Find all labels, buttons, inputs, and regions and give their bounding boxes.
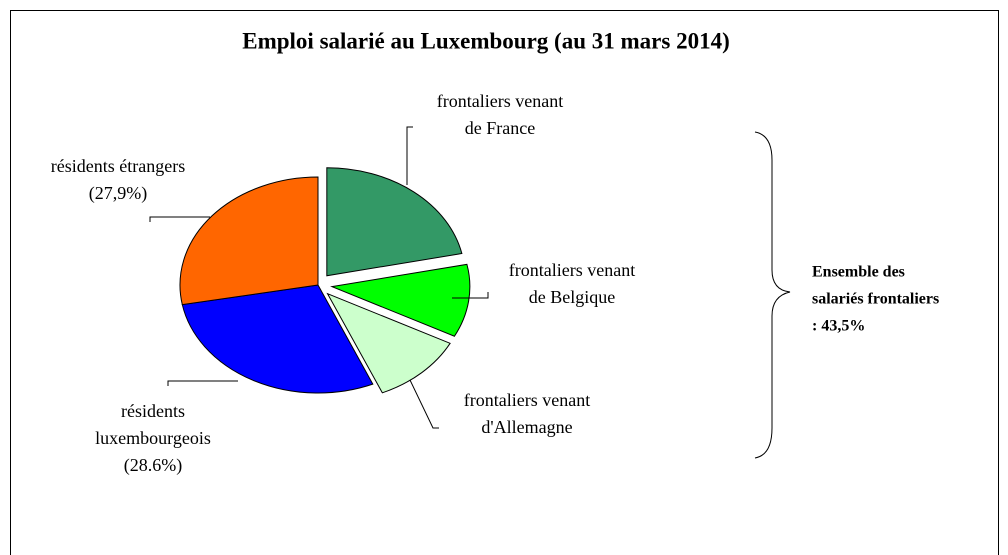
slice-label: résidents étrangers [51, 156, 185, 176]
slice-label: résidents [121, 401, 185, 421]
leader-line [406, 126, 413, 185]
value-label: (28.6%) [124, 455, 182, 476]
slice-label: d'Allemagne [481, 417, 572, 437]
slice-label: de Belgique [529, 287, 615, 307]
slice-label: de France [465, 118, 535, 138]
pie-slice [330, 263, 471, 337]
pie-slice [326, 292, 451, 394]
pie-slice [181, 284, 374, 394]
chart-title: Emploi salarié au Luxembourg (au 31 mars… [242, 28, 729, 53]
leader-line [149, 216, 210, 222]
annotation: Ensemble des [812, 264, 905, 281]
annotation: : 43,5% [812, 318, 865, 335]
leader-line [167, 380, 238, 386]
slice-label: frontaliers venant [437, 91, 563, 111]
leader-line [452, 292, 489, 299]
slice-label: frontaliers venant [464, 390, 590, 410]
pie-slice [326, 167, 463, 277]
annotation: salariés frontaliers [812, 291, 939, 308]
value-label: (27,9%) [89, 183, 147, 204]
leader-line [409, 379, 439, 429]
brace [754, 131, 791, 459]
slice-label: luxembourgeois [95, 428, 211, 448]
slice-label: frontaliers venant [509, 260, 635, 280]
pie-slice [179, 176, 319, 306]
chart-frame [10, 10, 999, 555]
